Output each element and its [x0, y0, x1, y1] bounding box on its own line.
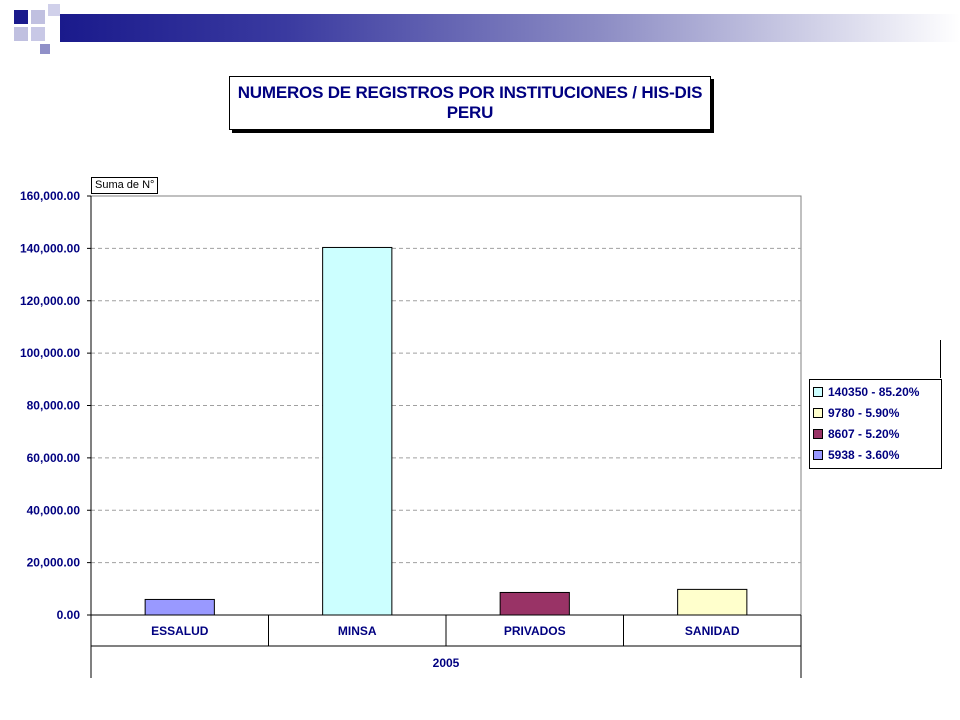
labels: 0.00 20,000.00 40,000.00 60,000.00 80,000.00…: [20, 189, 740, 670]
legend-item: 5938 - 3.60%: [813, 445, 941, 464]
legend-label: 140350 - 85.20%: [828, 384, 920, 399]
legend-swatch: [813, 407, 823, 418]
header-square-light-3: [31, 27, 45, 41]
group-label: 2005: [433, 656, 460, 670]
axes: [87, 195, 802, 678]
y-tick-label: 100,000.00: [20, 346, 80, 360]
legend-swatch: [813, 386, 823, 397]
y-tick-label: 60,000.00: [27, 451, 81, 465]
legend-label: 5938 - 3.60%: [828, 447, 900, 462]
y-tick-label: 40,000.00: [27, 503, 81, 517]
legend-item: 140350 - 85.20%: [813, 382, 941, 401]
bar-sanidad: [677, 588, 748, 616]
header-square-light-5: [40, 44, 50, 54]
legend-label: 9780 - 5.90%: [828, 405, 900, 420]
legend-divider: [940, 340, 941, 378]
header-square-light-1: [31, 10, 45, 24]
header-gradient-bar: [60, 14, 960, 42]
bar-minsa: [322, 246, 393, 616]
header-square-light-4: [48, 4, 60, 16]
bar-privados: [499, 591, 570, 616]
category-label: MINSA: [338, 624, 377, 638]
category-label: ESSALUD: [151, 624, 209, 638]
header-square-light-2: [14, 27, 28, 41]
y-tick-label: 120,000.00: [20, 294, 80, 308]
bar-essalud: [144, 598, 215, 616]
chart-title: NUMEROS DE REGISTROS POR INSTITUCIONES /…: [237, 83, 703, 102]
y-tick-label: 140,000.00: [20, 241, 80, 255]
chart-subtitle: PERU: [446, 103, 494, 122]
category-label: PRIVADOS: [504, 624, 566, 638]
legend: 140350 - 85.20% 9780 - 5.90% 8607 - 5.20% 5…: [809, 379, 942, 469]
gridlines: [90, 195, 802, 616]
y-tick-label: 80,000.00: [27, 399, 81, 413]
y-tick-label: 0.00: [57, 608, 81, 622]
legend-item: 8607 - 5.20%: [813, 424, 941, 443]
chart-title-box: NUMEROS DE REGISTROS POR INSTITUCIONES /…: [229, 76, 711, 130]
data-field-button[interactable]: Suma de N°: [91, 177, 159, 194]
legend-label: 8607 - 5.20%: [828, 426, 900, 441]
category-label: SANIDAD: [685, 624, 740, 638]
legend-item: 9780 - 5.90%: [813, 403, 941, 422]
y-tick-label: 20,000.00: [27, 556, 81, 570]
y-tick-label: 160,000.00: [20, 189, 80, 203]
legend-swatch: [813, 428, 823, 439]
legend-swatch: [813, 449, 823, 460]
header-square-navy: [14, 10, 28, 24]
